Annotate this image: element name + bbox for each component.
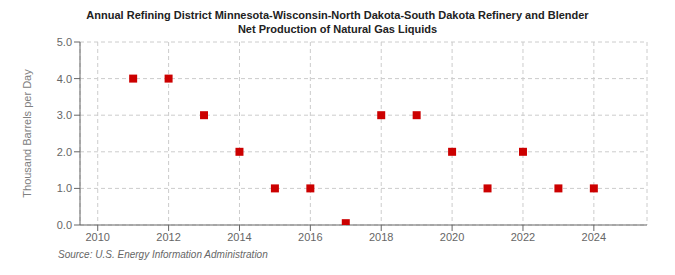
html-text:Source: U.S. Energy Informatio: Source: U.S. Energy Information Administ… (58, 249, 268, 260)
svg-text:3.0: 3.0 (57, 109, 72, 121)
svg-text:2022: 2022 (511, 231, 535, 243)
svg-text:Thousand Barrels per Day: Thousand Barrels per Day (21, 69, 33, 198)
svg-text:0.0: 0.0 (57, 219, 72, 231)
svg-text:2012: 2012 (156, 231, 180, 243)
html-text:Annual Refining District Minne: Annual Refining District Minnesota-Wisco… (86, 9, 589, 21)
svg-text:2020: 2020 (440, 231, 464, 243)
svg-text:2018: 2018 (369, 231, 393, 243)
svg-text:2016: 2016 (298, 231, 322, 243)
svg-text:1.0: 1.0 (57, 182, 72, 194)
svg-text:2010: 2010 (85, 231, 109, 243)
svg-text:2014: 2014 (227, 231, 251, 243)
svg-text:2.0: 2.0 (57, 146, 72, 158)
svg-text:5.0: 5.0 (57, 36, 72, 48)
html-text:Net Production of Natural Gas: Net Production of Natural Gas Liquids (237, 23, 438, 35)
svg-text:4.0: 4.0 (57, 73, 72, 85)
svg-text:2024: 2024 (582, 231, 606, 243)
